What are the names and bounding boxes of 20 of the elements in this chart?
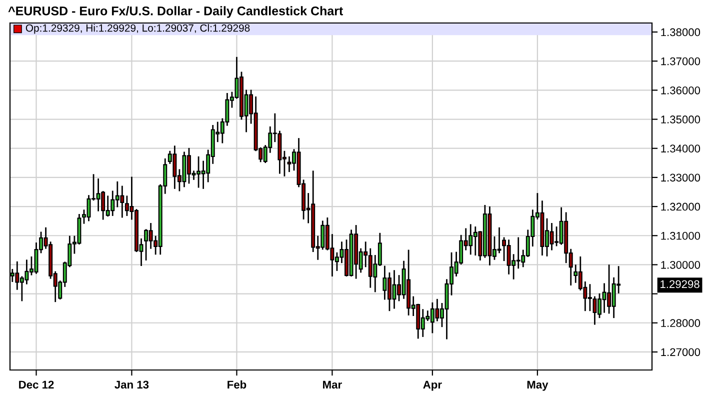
y-tick-label: 1.38000: [661, 28, 700, 36]
y-tick-label: 1.27000: [661, 348, 700, 356]
y-tick-label: 1.32000: [661, 202, 700, 211]
text: 1.29298: [660, 280, 700, 288]
y-tick-label: 1.35000: [661, 116, 700, 124]
chart-title: ^EURUSD - Euro Fx/U.S. Dollar - Daily Candlestick Chart: [8, 6, 343, 18]
x-tick-label: Dec 12: [19, 380, 54, 389]
y-tick-label: 1.28000: [661, 319, 700, 328]
annotation: Op:1.29329, Hi:1.29929, Lo:1.29037, Cl:1.29298: [26, 24, 250, 34]
y-tick-label: 1.34000: [661, 144, 700, 152]
x-tick-label: Mar: [323, 380, 342, 389]
x-tick-label: Jan 13: [114, 380, 149, 389]
y-tick-label: 1.37000: [661, 57, 700, 66]
x-tick-label: Apr: [423, 380, 442, 391]
y-tick-label: 1.33000: [661, 174, 700, 182]
y-tick-label: 1.31000: [661, 232, 700, 240]
x-tick-label: Feb: [228, 380, 246, 389]
x-tick-label: May: [527, 380, 548, 391]
y-tick-label: 1.30000: [661, 260, 700, 269]
y-tick-label: 1.36000: [661, 86, 700, 94]
